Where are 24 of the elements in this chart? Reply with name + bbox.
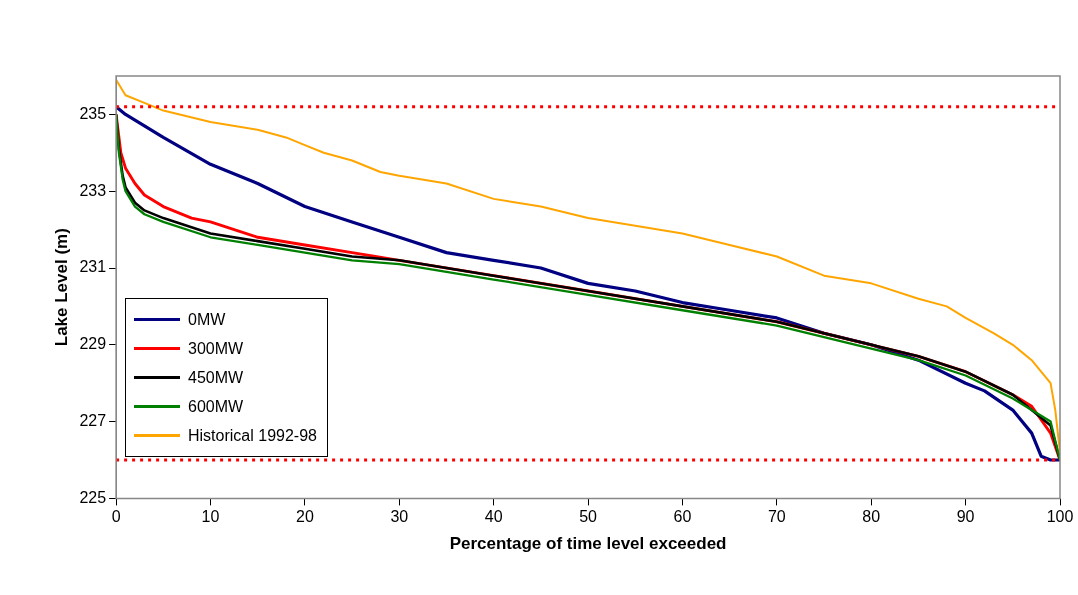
y-tick-label: 227 xyxy=(79,412,107,430)
y-tick-label: 233 xyxy=(79,181,107,199)
y-axis-title: Lake Level (m) xyxy=(51,228,71,347)
legend-label: 600MW xyxy=(188,397,244,416)
legend-label: 450MW xyxy=(188,368,244,387)
x-tick-label: 0 xyxy=(111,508,121,526)
legend-label: Historical 1992-98 xyxy=(188,426,317,445)
legend-label: 300MW xyxy=(188,339,244,358)
x-tick-label: 20 xyxy=(295,508,314,526)
x-tick-label: 40 xyxy=(484,508,503,526)
x-axis-title: Percentage of time level exceeded xyxy=(449,534,727,554)
x-tick-label: 90 xyxy=(956,508,975,526)
x-tick-label: 100 xyxy=(1046,508,1074,526)
x-tick-label: 70 xyxy=(767,508,786,526)
x-tick-label: 80 xyxy=(862,508,881,526)
x-tick-label: 60 xyxy=(673,508,692,526)
y-tick-label: 231 xyxy=(79,258,107,276)
x-tick-label: 50 xyxy=(579,508,598,526)
legend-label: 0MW xyxy=(188,310,226,329)
y-tick-label: 225 xyxy=(79,488,107,506)
x-tick-label: 30 xyxy=(390,508,409,526)
x-tick-label: 10 xyxy=(201,508,220,526)
y-tick-label: 235 xyxy=(79,104,107,122)
y-tick-label: 229 xyxy=(79,335,107,353)
